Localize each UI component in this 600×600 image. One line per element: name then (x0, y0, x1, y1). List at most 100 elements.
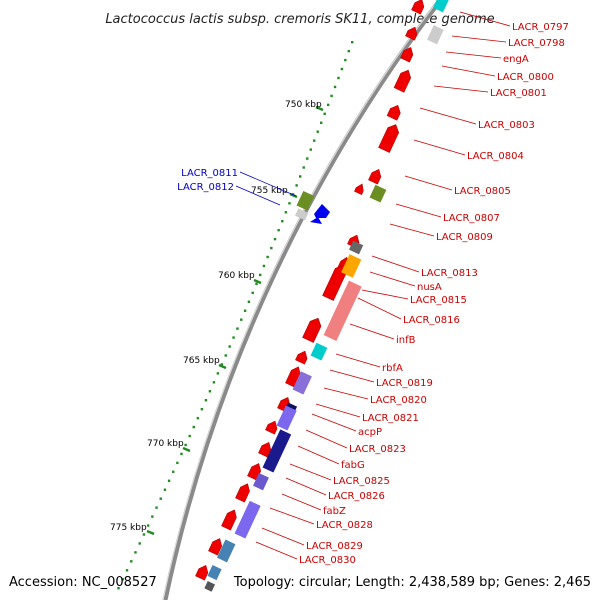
gc-dot-track (117, 41, 354, 590)
label-leader (357, 297, 402, 320)
gene-cds-arrow (265, 420, 278, 435)
gc-dot (208, 390, 212, 393)
gene-cog-block (292, 371, 312, 395)
gc-dot (163, 488, 167, 491)
gene-label: LACR_0830 (299, 555, 356, 566)
gc-dot (247, 300, 251, 303)
gc-dot (309, 148, 312, 151)
gc-dot (316, 130, 319, 133)
gc-dot (243, 309, 247, 312)
label-leader (441, 65, 496, 77)
label-leader (239, 171, 297, 197)
gene-label: infB (396, 335, 416, 346)
gc-dot (117, 587, 120, 590)
ruler-tick-label: 755 kbp (251, 186, 288, 196)
label-leader-lines (235, 11, 511, 560)
genome-backbone-highlight (162, 0, 440, 600)
gene-label: LACR_0823 (349, 444, 406, 455)
label-leader (329, 369, 375, 383)
gc-dot (273, 237, 277, 241)
gene-label: LACR_0800 (497, 72, 554, 83)
gc-dot (224, 354, 227, 357)
gene-label: fabG (341, 460, 365, 471)
gc-dot (284, 211, 288, 214)
gc-dot (270, 246, 273, 250)
gc-dot (306, 157, 309, 160)
gc-dot (259, 273, 262, 277)
label-leader (413, 139, 466, 156)
gene-label: LACR_0797 (512, 22, 569, 33)
gene-cds-arrow (405, 26, 418, 41)
gene-cog-block (296, 190, 315, 211)
gc-dot (288, 202, 291, 205)
gene-cog-block (253, 472, 269, 491)
ruler-ticks: 750 kbp 755 kbp 760 kbp 765 kbp 770 kbp 775 k… (110, 100, 324, 536)
ruler-tick-label: 760 kbp (218, 271, 255, 281)
gene-label: LACR_0813 (421, 268, 478, 279)
ruler-tick-label: 750 kbp (285, 100, 322, 110)
gene-cds-arrow (235, 483, 250, 503)
label-leader (419, 107, 477, 125)
gene-label: LACR_0805 (454, 186, 511, 197)
gc-dot (167, 479, 171, 482)
gc-dot (251, 291, 254, 295)
gene-label: LACR_0828 (316, 520, 373, 531)
gene-labels: LACR_0797 LACR_0798 engA LACR_0800 LACR_0801… (177, 22, 569, 566)
gene-label: fabZ (323, 506, 346, 517)
label-leader (235, 185, 281, 206)
gc-dot (347, 49, 350, 53)
label-leader (281, 493, 322, 511)
label-leader (289, 463, 332, 481)
gene-label: LACR_0829 (306, 541, 363, 552)
gc-dot (232, 336, 235, 339)
gene-label: LACR_0812 (177, 182, 234, 193)
gene-cds-arrow (354, 183, 364, 196)
gc-dot (142, 533, 146, 536)
gc-dot (228, 345, 231, 348)
gc-dot (130, 560, 133, 563)
gene-cds-arrow (368, 168, 382, 185)
gc-dot (216, 372, 220, 375)
gene-label: LACR_0804 (467, 151, 524, 162)
gc-dot (236, 327, 239, 330)
ruler-tick (146, 529, 155, 536)
label-leader (445, 51, 502, 59)
gene-cog-block (369, 184, 387, 203)
label-leader (395, 203, 442, 218)
gc-dot (344, 58, 347, 62)
gene-cds-arrow (411, 0, 425, 15)
gene-label: LACR_0820 (370, 395, 427, 406)
label-leader (361, 289, 409, 300)
gene-label: LACR_0819 (376, 378, 433, 389)
gc-dot (323, 112, 326, 116)
label-leader (369, 271, 416, 287)
label-leader (349, 323, 395, 340)
gene-cog-block (427, 25, 444, 45)
gc-dot (159, 497, 162, 500)
label-leader (371, 255, 420, 273)
gene-label: LACR_0811 (181, 168, 238, 179)
topology-text: Topology: circular; Length: 2,438,589 bp… (233, 575, 591, 590)
gene-cds-arrow (400, 46, 414, 63)
gene-cds-arrow (247, 463, 262, 481)
gc-dot (192, 425, 195, 429)
gc-dot (176, 461, 179, 465)
accession-text: Accession: NC_008527 (9, 575, 157, 590)
gc-dot (196, 416, 200, 420)
label-leader (305, 429, 348, 449)
gc-dot (281, 220, 284, 223)
ruler-tick (289, 192, 298, 199)
ruler-tick (253, 278, 262, 285)
gene-cog-block (349, 240, 364, 255)
gc-dot (255, 282, 258, 286)
gene-label: LACR_0825 (333, 476, 390, 487)
gc-dot (340, 67, 344, 71)
gene-label: LACR_0807 (443, 213, 500, 224)
gene-cds-arrow (208, 538, 223, 556)
gene-cog-block (341, 254, 362, 278)
gene-cds-arrow (302, 317, 322, 343)
gc-dot (326, 103, 330, 107)
gene-label: rbfA (382, 363, 403, 374)
gc-dot (330, 94, 333, 98)
gene-label: nusA (417, 282, 442, 293)
